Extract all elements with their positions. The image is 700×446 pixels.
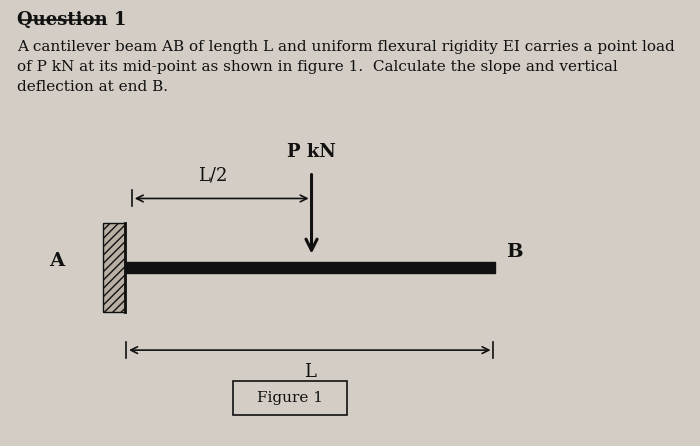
Text: L: L — [304, 363, 316, 380]
Text: Question 1: Question 1 — [17, 11, 127, 29]
Bar — [104, 223, 125, 312]
Text: B: B — [506, 243, 523, 261]
Text: A: A — [49, 252, 64, 270]
Text: L/2: L/2 — [199, 166, 228, 184]
Bar — [233, 381, 346, 415]
Bar — [125, 262, 495, 273]
Text: Figure 1: Figure 1 — [257, 391, 323, 405]
Text: P kN: P kN — [287, 143, 336, 161]
Text: A cantilever beam AB of length L and uniform flexural rigidity EI carries a poin: A cantilever beam AB of length L and uni… — [17, 40, 675, 94]
